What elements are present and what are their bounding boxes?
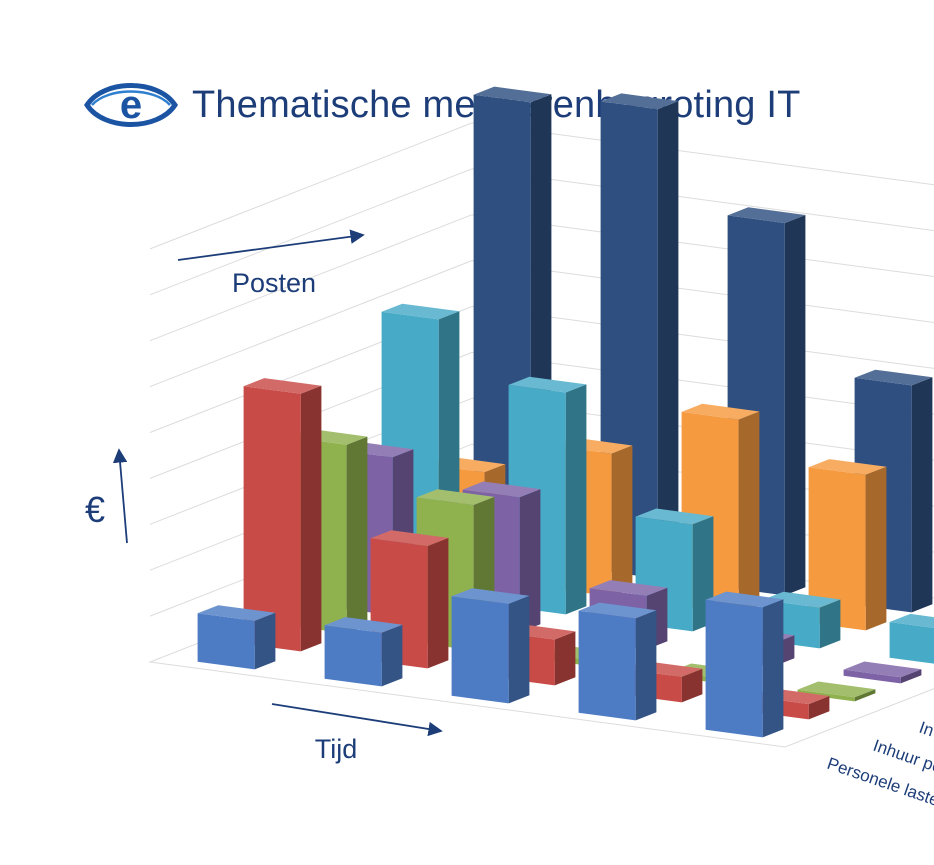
bar-side [554,631,576,686]
depth-axis-label: Posten [232,268,316,298]
bar-top [243,378,322,394]
bar-front [197,613,255,670]
gridline-left [149,260,473,388]
bar-side [900,669,922,684]
bar-personele-lasten-t1 [197,605,276,670]
gridline-left [149,122,473,250]
bar-side [738,411,760,614]
bar-structureel-t4 [808,459,887,631]
brand-logo-icon: e [84,83,178,127]
bar-incidenteel-t5 [889,613,934,664]
bar-side [508,595,530,704]
bar-top [370,530,449,546]
bar-top [578,602,657,619]
bar-top [854,369,933,386]
bar-top [843,661,922,678]
bar-front [243,386,301,652]
bar-side [865,466,887,631]
gridline-left [149,168,473,296]
bar-top [197,605,276,621]
bar-top [451,588,530,604]
bar-personele-lasten-t5 [705,591,784,738]
bar-inhuur-personeel-t1 [243,378,322,652]
logo-letter: e [120,83,142,127]
time-arrow [271,703,443,737]
bar-top [600,93,679,110]
bar-top [589,580,668,596]
bar-side [381,624,403,687]
bar-personele-lasten-t4 [578,602,657,721]
bar-side [808,696,830,720]
bar-top [808,459,887,475]
bar-top [762,591,841,608]
bar-top [381,303,460,320]
bar-front [843,669,901,684]
bar-top [727,207,806,224]
bar-front [578,610,636,721]
bar-side [681,668,703,703]
bar-top [889,613,934,628]
bar-front [808,467,866,631]
bar-top [324,617,403,633]
bar-side [911,377,933,613]
bar-top [705,591,784,608]
bar-top [797,681,876,698]
value-arrow [112,448,128,544]
bar-investering-t5 [797,681,876,702]
bar-front [324,625,382,687]
bar-side [254,612,276,670]
bar-side [346,436,368,634]
bar-side [762,599,784,738]
posten-arrow [177,229,365,261]
gridline-left [149,214,473,342]
bar-personele-lasten-t3 [451,588,530,704]
bar-top [635,508,714,525]
bar-top [681,403,760,420]
bar-side [819,599,841,649]
value-axis-label: € [85,489,105,530]
bar-side [635,610,657,721]
bar-side [611,445,633,597]
bar-side [784,215,806,596]
bar-side [300,385,322,652]
bar-top [462,481,541,498]
bar-side [657,101,679,579]
gridline-back [471,168,934,232]
bar-front [797,689,855,702]
bar-top [508,376,587,393]
chart-bars [197,86,934,738]
bar-side [854,689,876,702]
bar-front [705,599,763,738]
bar-personele-lasten-t2 [324,617,403,687]
bar-top [473,86,552,103]
gridline-back [471,122,934,186]
bar-side [427,537,449,669]
bar-front [889,622,934,664]
time-axis-label: Tijd [315,734,358,764]
bar-afschrijving-t5 [843,661,922,684]
bar-side [565,384,587,615]
bar-top [416,489,495,505]
bar-front [451,596,509,704]
